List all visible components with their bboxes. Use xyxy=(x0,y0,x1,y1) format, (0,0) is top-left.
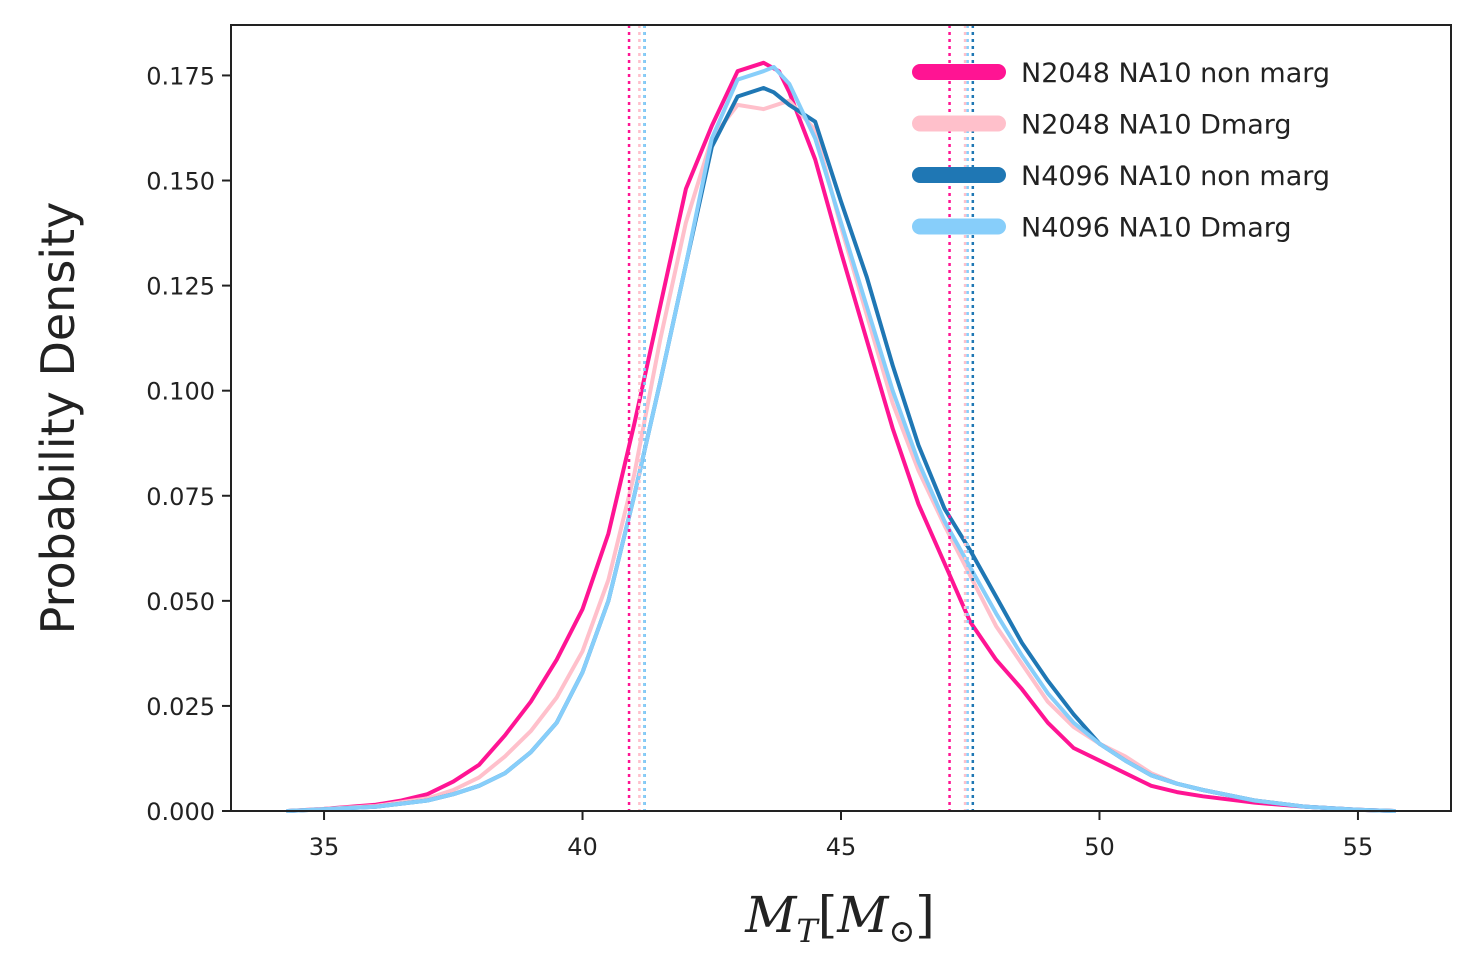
y-axis-label: Probability Density xyxy=(31,202,85,635)
y-tick-label: 0.050 xyxy=(146,588,215,616)
x-axis: 35 40 45 50 55 xyxy=(309,811,1373,861)
x-axis-label-subscript: T xyxy=(796,912,820,950)
series-line-1 xyxy=(285,60,1397,813)
y-tick-label: 0.150 xyxy=(146,168,215,196)
interval-lines xyxy=(627,25,975,811)
y-axis: 0.000 0.025 0.050 0.075 0.100 0.125 0.150 0.175 xyxy=(146,62,231,826)
x-tick-label: 40 xyxy=(567,833,598,861)
y-tick-label: 0.000 xyxy=(146,798,215,826)
y-tick-label: 0.125 xyxy=(146,273,215,301)
x-tick-label: 55 xyxy=(1343,833,1374,861)
x-axis-label-unit-subscript: ⊙ xyxy=(888,912,915,950)
x-tick-label: 35 xyxy=(309,833,340,861)
y-tick-label: 0.175 xyxy=(146,62,215,90)
y-tick-label: 0.075 xyxy=(146,483,215,511)
y-tick-label: 0.100 xyxy=(146,378,215,406)
y-tick-label: 0.025 xyxy=(146,693,215,721)
x-tick-label: 45 xyxy=(826,833,857,861)
plot-area xyxy=(285,60,1397,813)
legend-label-3: N4096 NA10 non marg xyxy=(1021,161,1330,192)
legend-label-2: N2048 NA10 Dmarg xyxy=(1021,110,1292,141)
legend: N2048 NA10 non marg N2048 NA10 Dmarg N4096… xyxy=(912,58,1330,244)
x-axis-label-close-bracket: ] xyxy=(915,886,935,944)
x-axis-label-symbol: M xyxy=(744,886,798,944)
legend-label-1: N2048 NA10 non marg xyxy=(1021,58,1330,89)
legend-label-4: N4096 NA10 Dmarg xyxy=(1021,213,1292,244)
x-axis-label: MT[M⊙] xyxy=(744,886,935,950)
x-axis-label-unit-symbol: M xyxy=(836,886,890,944)
x-axis-label-open-bracket: [ xyxy=(818,886,838,944)
series-line-4 xyxy=(285,65,1397,813)
x-tick-label: 50 xyxy=(1084,833,1115,861)
